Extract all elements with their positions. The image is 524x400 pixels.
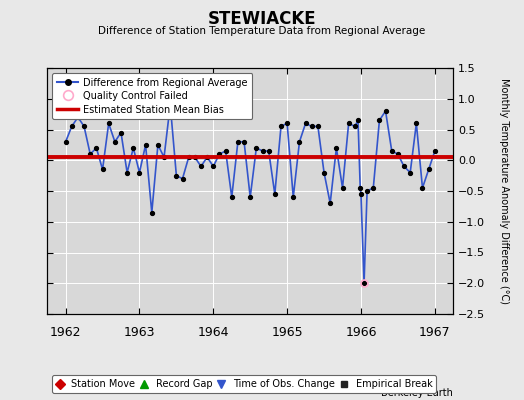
Text: 1966: 1966: [345, 326, 377, 339]
Text: 1965: 1965: [271, 326, 303, 339]
Text: Berkeley Earth: Berkeley Earth: [381, 388, 453, 398]
Text: 1967: 1967: [419, 326, 451, 339]
Text: 1962: 1962: [50, 326, 81, 339]
Legend: Station Move, Record Gap, Time of Obs. Change, Empirical Break: Station Move, Record Gap, Time of Obs. C…: [52, 375, 436, 393]
Legend: Difference from Regional Average, Quality Control Failed, Estimated Station Mean: Difference from Regional Average, Qualit…: [52, 73, 253, 119]
Text: STEWIACKE: STEWIACKE: [208, 10, 316, 28]
Y-axis label: Monthly Temperature Anomaly Difference (°C): Monthly Temperature Anomaly Difference (…: [499, 78, 509, 304]
Text: 1963: 1963: [124, 326, 155, 339]
Text: Difference of Station Temperature Data from Regional Average: Difference of Station Temperature Data f…: [99, 26, 425, 36]
Text: 1964: 1964: [198, 326, 229, 339]
